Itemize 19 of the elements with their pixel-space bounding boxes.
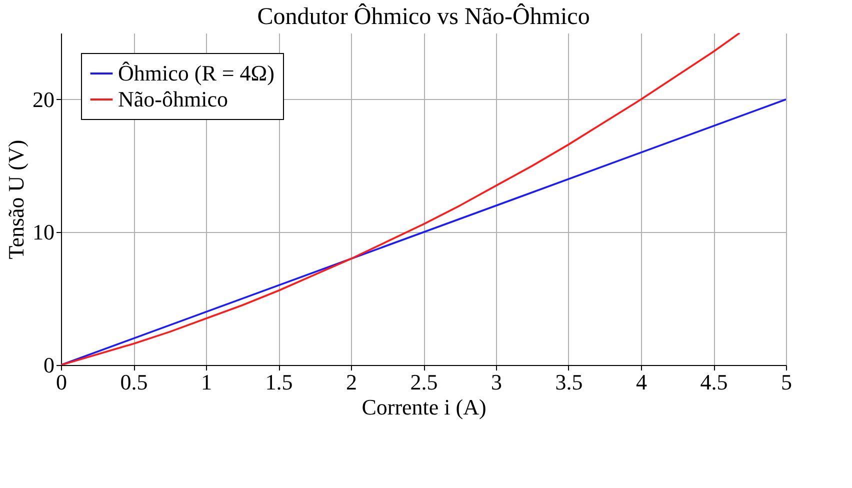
x-tick-label: 5 bbox=[781, 370, 792, 394]
x-tick-label: 1.5 bbox=[265, 370, 293, 394]
x-tick-label: 3.5 bbox=[555, 370, 583, 394]
y-tick-label: 10 bbox=[32, 220, 54, 245]
legend-label: Ôhmico (R = 4Ω) bbox=[118, 60, 274, 86]
y-tick-label: 0 bbox=[44, 352, 54, 378]
x-tick-label: 0.5 bbox=[120, 370, 148, 394]
x-tick-label: 2 bbox=[346, 370, 357, 394]
x-tick-label: 4.5 bbox=[700, 370, 728, 394]
x-tick-label: 3 bbox=[491, 370, 502, 394]
y-tick-label: 20 bbox=[32, 86, 54, 112]
chart-title: Condutor Ôhmico vs Não-Ôhmico bbox=[257, 3, 590, 30]
legend-label: Não-ôhmico bbox=[118, 86, 228, 112]
x-axis-title: Corrente i (A) bbox=[362, 394, 486, 420]
y-axis-title: Tensão U (V) bbox=[4, 140, 28, 260]
x-tick-label: 4 bbox=[636, 370, 647, 394]
line-series bbox=[61, 33, 740, 365]
x-tick-label: 1 bbox=[201, 370, 212, 394]
x-tick-label: 2.5 bbox=[410, 370, 438, 394]
